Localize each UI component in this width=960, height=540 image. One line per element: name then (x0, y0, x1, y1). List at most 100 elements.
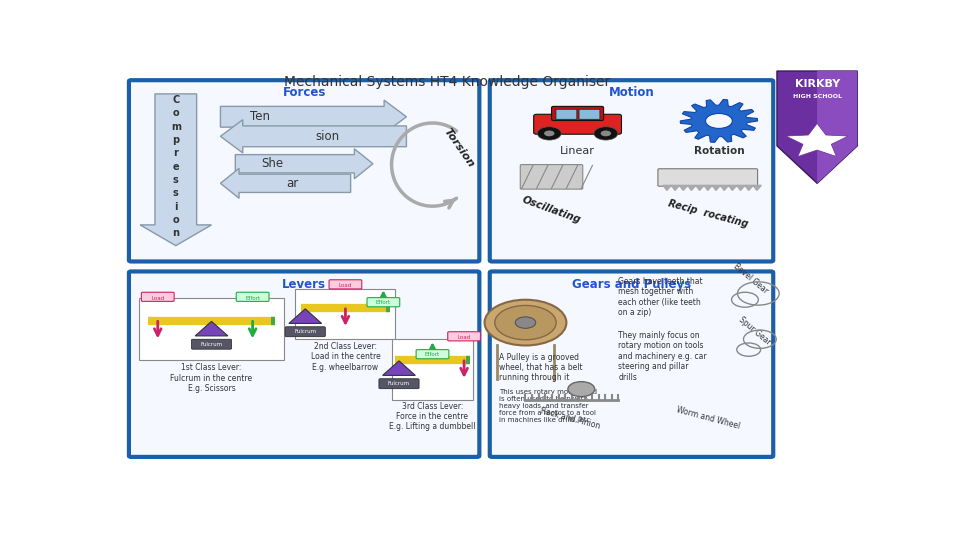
Text: 3rd Class Lever:
Force in the centre
E.g. Lifting a dumbbell: 3rd Class Lever: Force in the centre E.g… (389, 402, 476, 431)
Polygon shape (221, 168, 350, 198)
Text: sion: sion (315, 130, 340, 143)
Polygon shape (696, 185, 704, 191)
FancyBboxPatch shape (534, 114, 621, 134)
Circle shape (568, 382, 594, 396)
Text: Bevel Gear: Bevel Gear (732, 262, 770, 296)
FancyBboxPatch shape (141, 292, 174, 301)
FancyBboxPatch shape (191, 339, 231, 349)
FancyBboxPatch shape (295, 289, 396, 339)
Text: Ten: Ten (251, 110, 270, 123)
Text: i: i (174, 201, 178, 212)
Text: o: o (173, 109, 180, 118)
Polygon shape (736, 185, 745, 191)
Text: Load: Load (339, 283, 352, 288)
Circle shape (706, 113, 732, 129)
Text: m: m (171, 122, 180, 132)
Text: Fulcrum: Fulcrum (294, 329, 316, 334)
Polygon shape (704, 185, 712, 191)
FancyBboxPatch shape (520, 165, 583, 189)
Text: s: s (173, 175, 179, 185)
Text: This uses rotary motion and
is often used to help with
heavy loads, and transfer: This uses rotary motion and is often use… (499, 389, 597, 423)
Text: HIGH SCHOOL: HIGH SCHOOL (793, 94, 842, 99)
FancyBboxPatch shape (551, 106, 604, 120)
Text: Gears and Pulleys: Gears and Pulleys (572, 278, 691, 291)
Text: Load: Load (151, 295, 164, 301)
FancyBboxPatch shape (379, 379, 420, 389)
FancyBboxPatch shape (579, 109, 600, 119)
Text: Torsion: Torsion (442, 126, 475, 170)
FancyBboxPatch shape (490, 80, 773, 261)
Text: Motion: Motion (609, 86, 655, 99)
Text: 2nd Class Lever:
Load in the centre
E.g. wheelbarrow: 2nd Class Lever: Load in the centre E.g.… (310, 342, 380, 372)
Text: ar: ar (286, 177, 299, 190)
Polygon shape (745, 185, 754, 191)
Polygon shape (235, 149, 372, 179)
FancyBboxPatch shape (416, 349, 449, 359)
Text: C: C (172, 95, 180, 105)
FancyBboxPatch shape (236, 292, 269, 301)
Text: KIRKBY: KIRKBY (795, 79, 840, 89)
Circle shape (594, 127, 617, 140)
Polygon shape (681, 99, 757, 143)
Text: Gears have teeth that
mesh together with
each other (like teeth
on a zip): Gears have teeth that mesh together with… (618, 277, 703, 317)
Text: Spur Gear: Spur Gear (737, 315, 772, 347)
Text: Forces: Forces (282, 86, 325, 99)
Text: They mainly focus on
rotary motion on tools
and machinery e.g. car
steering and : They mainly focus on rotary motion on to… (618, 331, 708, 382)
Polygon shape (786, 124, 849, 157)
Circle shape (544, 131, 555, 136)
Polygon shape (712, 185, 720, 191)
Text: n: n (172, 228, 180, 238)
Polygon shape (777, 71, 857, 183)
Text: Fulcrum: Fulcrum (201, 342, 223, 347)
Text: s: s (173, 188, 179, 198)
Polygon shape (754, 185, 761, 191)
FancyBboxPatch shape (658, 168, 757, 186)
Circle shape (601, 131, 611, 136)
Text: 1st Class Lever:
Fulcrum in the centre
E.g. Scissors: 1st Class Lever: Fulcrum in the centre E… (171, 363, 252, 393)
FancyBboxPatch shape (392, 339, 473, 400)
Text: o: o (173, 215, 180, 225)
Polygon shape (383, 361, 416, 375)
FancyBboxPatch shape (129, 80, 479, 261)
FancyBboxPatch shape (556, 109, 577, 119)
Text: p: p (172, 135, 180, 145)
Polygon shape (729, 185, 736, 191)
FancyBboxPatch shape (129, 272, 479, 457)
Circle shape (538, 127, 562, 140)
Text: Effort: Effort (375, 300, 391, 305)
Text: She: She (261, 157, 283, 170)
Circle shape (516, 317, 536, 328)
FancyBboxPatch shape (329, 280, 362, 289)
FancyBboxPatch shape (138, 298, 284, 360)
Text: Oscillating: Oscillating (520, 194, 583, 225)
Polygon shape (221, 100, 406, 133)
FancyBboxPatch shape (367, 298, 399, 307)
Text: A Pulley is a grooved
wheel, that has a belt
running through it: A Pulley is a grooved wheel, that has a … (499, 353, 583, 382)
Text: Mechanical Systems HT4 Knowledge Organiser: Mechanical Systems HT4 Knowledge Organis… (284, 75, 611, 89)
Text: Load: Load (458, 335, 470, 340)
Text: Effort: Effort (245, 295, 260, 301)
Text: Fulcrum: Fulcrum (388, 381, 410, 386)
Text: Effort: Effort (425, 352, 440, 357)
Polygon shape (680, 185, 687, 191)
Text: e: e (173, 161, 180, 172)
Polygon shape (663, 185, 671, 191)
Text: Levers: Levers (282, 278, 326, 291)
FancyBboxPatch shape (285, 327, 325, 337)
Text: Linear: Linear (560, 146, 595, 156)
Polygon shape (289, 309, 322, 323)
FancyBboxPatch shape (447, 332, 480, 341)
Polygon shape (817, 71, 857, 183)
Polygon shape (720, 185, 729, 191)
Text: Rotation: Rotation (694, 146, 744, 156)
FancyBboxPatch shape (490, 272, 773, 457)
Text: Rack and Pinion: Rack and Pinion (540, 406, 601, 430)
Circle shape (494, 306, 556, 340)
Polygon shape (671, 185, 680, 191)
Text: r: r (174, 148, 179, 158)
Polygon shape (221, 120, 406, 153)
Text: Worm and Wheel: Worm and Wheel (675, 406, 740, 431)
Polygon shape (687, 185, 696, 191)
Text: Recip  rocating: Recip rocating (666, 198, 749, 229)
Circle shape (485, 300, 566, 346)
